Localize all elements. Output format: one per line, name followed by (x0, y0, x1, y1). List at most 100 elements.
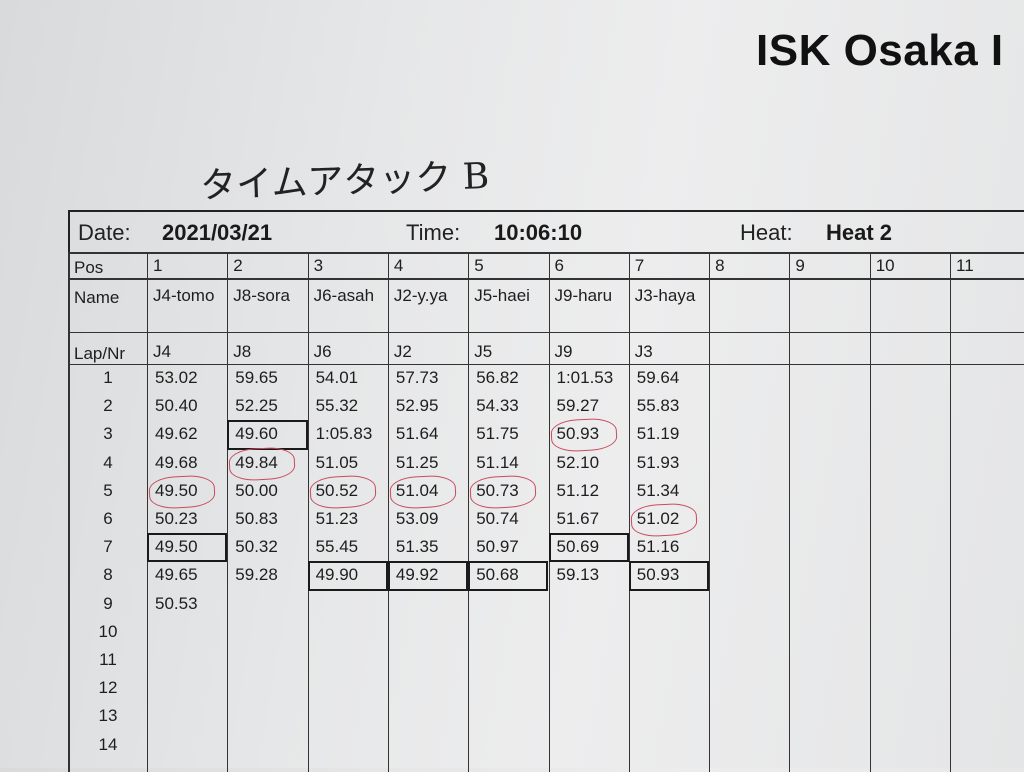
driver-name: J9-haru (554, 286, 613, 305)
time-value: 10:06:10 (494, 220, 583, 245)
lap-time: 51.02 (636, 509, 680, 528)
table-rule-top (68, 252, 1024, 254)
red-circle-mark (228, 445, 297, 482)
red-circle-mark (630, 502, 698, 538)
lap-time: 50.73 (476, 480, 519, 500)
table-rule-pos (68, 278, 1024, 280)
lap-time: 55.45 (315, 537, 359, 557)
lap-time: 52.95 (395, 396, 439, 416)
table-rule-laps (68, 364, 1024, 365)
lap-time: 55.32 (315, 396, 359, 416)
pos-header: Pos (74, 258, 104, 277)
column-rule (789, 252, 791, 772)
driver-name: J6-asah (313, 286, 375, 305)
column-rule (468, 252, 470, 772)
driver-number: J9 (554, 342, 573, 361)
column-rule (869, 252, 871, 772)
date-label: Date: (78, 220, 131, 245)
lap-time: 51.04 (395, 480, 439, 500)
lap-time: 56.82 (476, 368, 519, 387)
lap-number: 14 (98, 734, 118, 754)
driver-name: J4-tomo (153, 286, 215, 305)
lap-time: 49.50 (155, 537, 198, 557)
lap-time: 51.35 (395, 537, 439, 557)
lap-time: 49.60 (235, 424, 278, 444)
best-lap-box (387, 561, 469, 591)
lap-number: 3 (103, 424, 113, 444)
lap-time: 51.75 (476, 424, 519, 444)
lap-time: 49.84 (235, 452, 278, 472)
driver-name: J8-sora (233, 286, 290, 305)
lap-time: 59.13 (556, 565, 600, 585)
lap-number: 13 (98, 706, 118, 726)
pos-number: 9 (795, 256, 805, 275)
lap-time: 59.27 (556, 396, 600, 416)
lap-time: 50.00 (235, 480, 278, 500)
lap-number: 12 (98, 678, 118, 698)
lap-time: 49.90 (315, 565, 359, 585)
handwritten-note: タイムアタック B (199, 155, 490, 208)
lap-time: 49.50 (155, 480, 198, 500)
lap-number: 5 (103, 480, 113, 500)
lap-time: 55.83 (636, 396, 680, 416)
lap-time: 50.83 (235, 509, 278, 528)
pos-number: 4 (393, 256, 404, 275)
lap-time: 52.25 (235, 396, 278, 416)
lap-time: 49.92 (395, 565, 439, 585)
column-rule (628, 252, 630, 772)
pos-number: 2 (233, 256, 243, 275)
lap-time: 51.25 (395, 452, 439, 472)
lap-time: 53.02 (155, 368, 198, 387)
lap-number: 1 (103, 368, 113, 387)
lap-time: 51.19 (636, 424, 680, 444)
column-rule (387, 252, 389, 772)
lap-time: 50.74 (476, 509, 519, 528)
name-header: Name (74, 288, 120, 307)
lap-time: 50.97 (476, 537, 519, 557)
lapnr-header: Lap/Nr (74, 344, 126, 363)
pos-number: 3 (313, 256, 324, 275)
red-circle-mark (469, 474, 538, 510)
column-rule (307, 252, 309, 772)
best-lap-box (548, 533, 629, 563)
lap-number: 4 (103, 452, 113, 472)
driver-number: J5 (474, 342, 493, 361)
heat-value: Heat 2 (826, 220, 893, 245)
lap-time: 59.28 (235, 565, 278, 585)
lap-time: 57.73 (395, 368, 439, 387)
lap-time: 50.53 (155, 593, 198, 613)
driver-name: J2-y.ya (393, 286, 448, 305)
lap-time: 50.69 (556, 537, 600, 557)
lap-time: 49.62 (155, 424, 198, 444)
date-value: 2021/03/21 (162, 220, 273, 245)
lap-time: 51.23 (315, 509, 359, 528)
pos-number: 8 (715, 256, 725, 275)
table-rule-left (68, 252, 70, 772)
table-rule-lapnr (68, 332, 1024, 333)
column-rule (548, 252, 550, 772)
lap-time: 50.93 (636, 565, 680, 585)
driver-number: J8 (233, 342, 252, 361)
heat-label: Heat: (740, 220, 793, 245)
lap-time: 50.40 (155, 396, 198, 416)
lap-time: 51.93 (636, 452, 680, 472)
best-lap-box (227, 420, 308, 450)
time-label: Time: (406, 220, 461, 245)
pos-number: 5 (474, 256, 484, 275)
event-title: ISK Osaka I (756, 26, 1004, 75)
lap-time: 51.67 (556, 509, 600, 528)
lap-time: 54.33 (476, 396, 519, 416)
lap-time: 51.16 (636, 537, 680, 557)
driver-name: J3-haya (634, 286, 696, 305)
lap-number: 7 (103, 537, 113, 557)
pos-number: 11 (956, 256, 974, 275)
lap-time: 1:01.53 (556, 368, 614, 387)
lap-number: 6 (103, 509, 113, 528)
lap-time: 1:05.83 (315, 424, 373, 444)
red-circle-mark (549, 417, 618, 454)
lap-time: 49.68 (155, 452, 198, 472)
red-circle-mark (308, 474, 377, 510)
lap-time: 51.64 (395, 424, 439, 444)
column-rule (709, 252, 711, 772)
